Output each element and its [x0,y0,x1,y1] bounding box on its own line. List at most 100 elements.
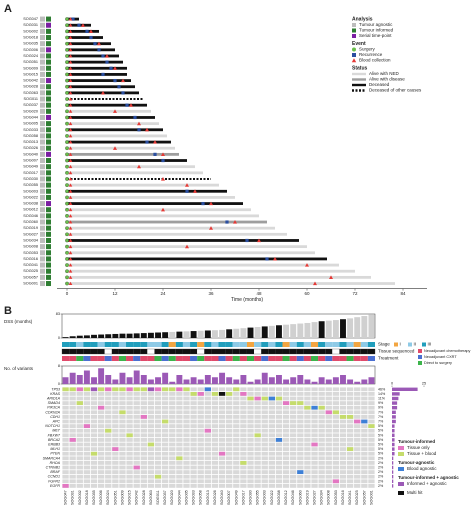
blood-marker [68,226,73,230]
treatment-cell [353,356,361,361]
cell-bg [161,405,169,410]
recurrence-marker [265,257,269,261]
patient-id: SOG042 [23,79,38,83]
cell-bg [133,451,140,456]
cell-bg [368,410,375,415]
stage-cell [133,342,141,347]
legend-label: Direct to surgery [424,361,452,365]
sample-id: SOG028 [142,490,146,505]
cell-bg [268,433,276,438]
cell-bg [339,484,347,488]
variants-bar [105,375,112,384]
cell-bg [147,401,155,405]
cell-bg [126,461,133,465]
cell-bg [240,419,247,424]
cell-bg [325,456,332,461]
cell-bg [154,401,162,405]
surgery-marker [65,103,69,108]
sample-id: SOG016 [341,490,345,505]
patient-id: SOG006 [23,48,38,52]
analysis-box [40,71,45,77]
cell-bg [90,419,98,424]
tissue-frame [61,348,376,355]
cell-bg [218,461,226,465]
cell-bg [105,424,112,428]
gene-pct: 14% [378,392,386,396]
blood-marker [193,189,197,193]
cell-bg [105,447,112,451]
mutation-cell [161,387,169,392]
cell-bg [346,433,354,438]
blood-marker [313,281,317,286]
dss-bar [126,333,133,338]
cell-bg [97,474,105,479]
analysis-box [40,84,45,90]
cell-bg [183,392,190,396]
cell-bg [126,405,133,410]
cell-bg [183,396,190,401]
cell-bg [346,456,354,461]
survival-bar [67,263,339,267]
cell-bg [161,424,169,428]
cell-bg [368,405,375,410]
tissue-cell [367,349,375,354]
cell-bg [211,419,219,424]
surgery-marker [65,146,69,151]
cell-bg [133,484,140,488]
mutation-cell [297,401,304,405]
cell-bg [190,405,197,410]
cell-bg [83,479,91,484]
cell-bg [176,479,183,484]
patient-id: SOG041 [23,263,38,267]
cell-bg [226,470,233,474]
treatment-cell [204,356,212,361]
cell-bg [211,438,219,442]
cell-bg [119,392,126,396]
cell-bg [69,396,76,401]
cell-bg [169,470,176,474]
legend-label: III [428,342,432,347]
cell-bg [154,419,162,424]
legend-label: Neoadjuvant CXRT [424,355,457,359]
cell-bg [90,401,98,405]
cell-bg [161,461,169,465]
blood-marker [68,146,73,150]
cell-bg [140,401,147,405]
cell-bg [197,470,204,474]
survival-bar [67,165,195,169]
cell-bg [354,387,361,392]
mutation-cell [147,387,155,392]
stage-cell [346,342,354,347]
cell-bg [304,456,311,461]
cell-bg [62,405,69,410]
cell-bg [197,479,204,484]
analysis-box [46,139,51,145]
cell-bg [261,405,268,410]
cell-bg [290,424,297,428]
tissue-cell [190,349,198,354]
cell-bg [190,438,197,442]
cell-bg [169,456,176,461]
cell-bg [261,419,268,424]
survival-bar [67,66,127,70]
dss-bar [133,333,140,338]
analysis-box [46,182,51,188]
cell-bg [197,401,204,405]
cell-bg [339,438,347,442]
x-tick-label: 72 [352,291,358,296]
cell-bg [154,470,162,474]
cell-bg [226,433,233,438]
gene-count-bar [392,442,395,447]
cell-bg [62,479,69,484]
stage-cell [111,342,119,347]
cell-bg [161,442,169,447]
cell-bg [176,474,183,479]
cell-bg [311,419,318,424]
cell-bg [240,428,247,433]
variants-bar [76,375,83,384]
cell-bg [297,465,304,470]
cell-bg [204,419,211,424]
cell-bg [83,447,91,451]
dss-label: DSS (months) [4,319,33,324]
stage-cell [197,342,205,347]
